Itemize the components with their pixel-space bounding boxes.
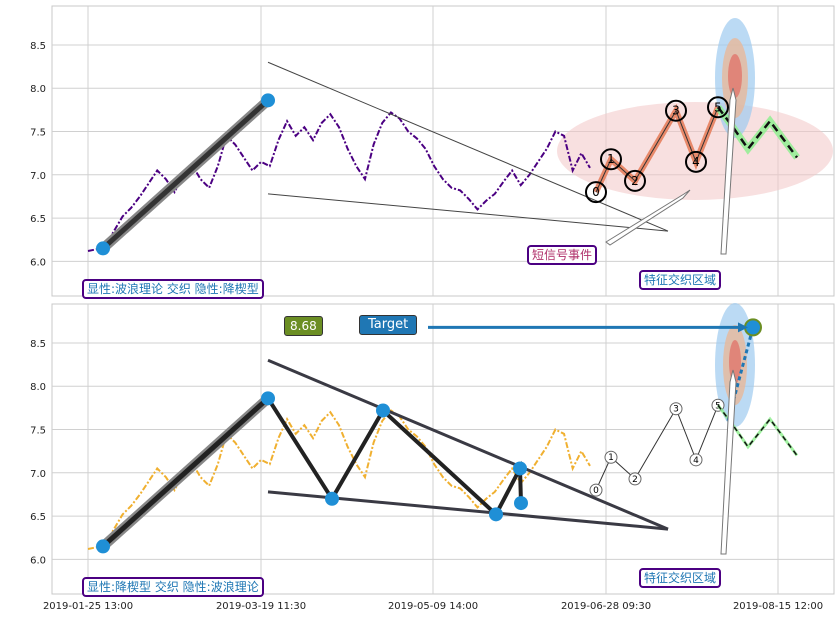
top-start-marker xyxy=(96,241,110,256)
y-tick-label-1-3: 7.5 xyxy=(30,426,46,437)
x-tick-label-2: 2019-05-09 14:00 xyxy=(388,601,478,612)
top-zone-arrow xyxy=(720,87,737,255)
bottom-zone-arrow xyxy=(720,369,737,555)
y-tick-label-1-0: 6.0 xyxy=(30,555,46,566)
top-impulse-line xyxy=(100,97,271,251)
y-tick-label-1-4: 8.0 xyxy=(30,382,46,393)
y-tick-label-0-5: 8.5 xyxy=(30,41,46,52)
y-tick-label-0-4: 8.0 xyxy=(30,84,46,95)
top-wave-circle-1 xyxy=(600,148,622,171)
top-wave-circle-0 xyxy=(585,181,607,204)
price-label: 8.68 xyxy=(284,316,323,336)
bottom-wedge-upper xyxy=(267,358,669,531)
y-tick-label-0-1: 6.5 xyxy=(30,214,46,225)
top-zone-label: 特征交织区域 xyxy=(639,270,722,290)
y-tick-label-0-2: 7.0 xyxy=(30,171,46,182)
bottom-wave-circle-1 xyxy=(604,450,618,464)
x-tick-label-1: 2019-03-19 11:30 xyxy=(216,601,306,612)
bottom-wedge-marker-6 xyxy=(514,496,528,511)
bottom-wedge-marker-5 xyxy=(513,461,527,476)
bottom-zone-label: 特征交织区域 xyxy=(639,568,722,588)
top-wave-label-0: 0 xyxy=(592,185,600,199)
y-tick-label-0-3: 7.5 xyxy=(30,128,46,139)
y-tick-label-1-2: 7.0 xyxy=(30,469,46,480)
y-tick-label-0-0: 6.0 xyxy=(30,257,46,268)
target-label: Target xyxy=(359,315,418,335)
top-trend-lower xyxy=(267,193,669,232)
top-wave-label-3: 3 xyxy=(672,104,680,118)
top-wave-circle-3 xyxy=(665,99,687,122)
bottom-wave-circle-3 xyxy=(669,402,683,416)
top-wave-label-2: 2 xyxy=(631,174,639,188)
bottom-wedge-marker-0 xyxy=(96,539,110,554)
top-wave-label-5: 5 xyxy=(714,100,722,114)
panel-frame-1 xyxy=(51,303,835,595)
top-wave-circle-2 xyxy=(624,169,646,192)
x-tick-label-3: 2019-06-28 09:30 xyxy=(561,601,651,612)
y-tick-label-1-5: 8.5 xyxy=(30,339,46,350)
bottom-wedge-marker-1 xyxy=(261,391,275,406)
top-panel-note: 显性:波浪理论 交织 隐性:降楔型 xyxy=(82,279,264,299)
x-tick-label-0: 2019-01-25 13:00 xyxy=(43,601,133,612)
bottom-wave-circle-4 xyxy=(689,453,703,467)
target-arrow-head xyxy=(738,322,748,333)
top-peak-marker xyxy=(261,93,275,108)
bottom-wave-circle-2 xyxy=(628,472,642,486)
bottom-wave-label-3: 3 xyxy=(673,405,679,415)
top-heat-inner xyxy=(728,54,742,98)
bottom-wave-label-1: 1 xyxy=(608,453,614,463)
top-wave-label-4: 4 xyxy=(692,155,700,169)
bottom-wedge-marker-3 xyxy=(376,403,390,418)
top-wave-circle-4 xyxy=(685,150,707,173)
top-event-arrow xyxy=(605,189,691,246)
top-trend-upper xyxy=(267,61,669,232)
bottom-panel-note: 显性:降楔型 交织 隐性:波浪理论 xyxy=(82,577,264,597)
x-tick-label-4: 2019-08-15 12:00 xyxy=(733,601,823,612)
bottom-wave-label-4: 4 xyxy=(693,456,699,466)
bottom-wedge-marker-2 xyxy=(325,491,339,506)
y-tick-label-1-1: 6.5 xyxy=(30,512,46,523)
bottom-wave-label-0: 0 xyxy=(593,486,599,496)
top-wave-label-1: 1 xyxy=(607,152,615,166)
short-signal-event-label: 短信号事件 xyxy=(527,245,598,265)
top-wave-circle-5 xyxy=(707,96,729,119)
bottom-wave-label-2: 2 xyxy=(632,475,638,485)
bottom-impulse-line xyxy=(100,395,271,549)
bottom-wedge-marker-4 xyxy=(489,507,503,522)
bottom-projection-line xyxy=(717,404,798,456)
top-projection-line xyxy=(717,106,799,159)
bottom-wave-circle-0 xyxy=(589,483,603,497)
